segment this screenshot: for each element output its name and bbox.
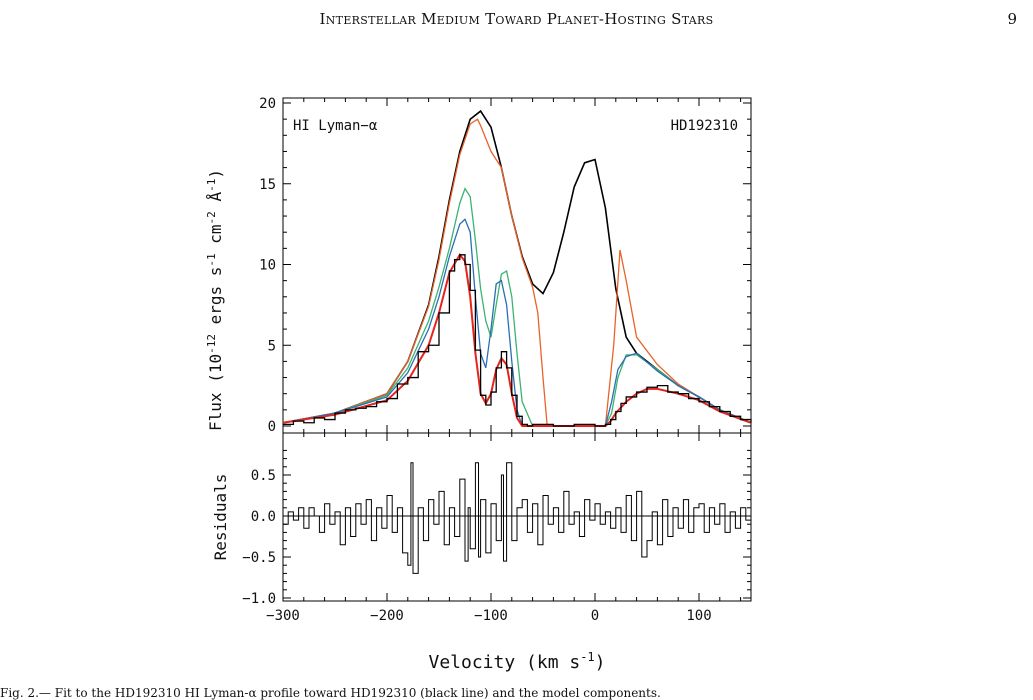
x-tick-label: −300 — [266, 608, 300, 624]
residual-y-tick-label: −1.0 — [242, 591, 276, 607]
top-axis-ticks: 0 5 10 15 20 −300 −200 −100 0 100 — [259, 96, 751, 624]
top-plot-series — [282, 109, 752, 427]
y-tick-label: 10 — [259, 258, 276, 274]
ism-component-blue-line — [282, 218, 752, 427]
observed-spectrum-line — [283, 254, 752, 427]
x-tick-label: 0 — [591, 608, 599, 624]
residual-y-tick-label: −0.5 — [242, 550, 276, 566]
bottom-axis-ticks: −1.0 −0.5 0.0 0.5 — [242, 449, 751, 607]
bottom-plot-series — [283, 462, 752, 574]
model-fit-red-line — [282, 253, 752, 427]
y-tick-label: 0 — [268, 419, 276, 435]
y-tick-label: 20 — [259, 96, 276, 112]
x-label-superscript: -1 — [580, 650, 594, 664]
x-label-text: ) — [595, 652, 606, 673]
running-head: Interstellar Medium Toward Planet-Hostin… — [0, 10, 1033, 36]
flux-label-text: ergs s — [206, 267, 225, 334]
residual-y-tick-label: 0.5 — [251, 468, 276, 484]
ism-component-orange-line — [282, 118, 752, 427]
page-number: 9 — [1007, 10, 1017, 28]
top-label-left: HI Lyman−α — [293, 118, 378, 134]
residuals-line — [283, 462, 752, 574]
ism-component-green-line — [282, 187, 752, 427]
y-axis-label-flux: Flux (10-12 ergs s-1 cm-2 Å-1) — [205, 169, 226, 431]
x-label-text: Velocity (km s — [428, 652, 580, 673]
x-tick-label: 100 — [686, 608, 711, 624]
flux-label-superscript: -1 — [205, 253, 218, 266]
running-title: Interstellar Medium Toward Planet-Hostin… — [319, 10, 714, 28]
flux-label-text: cm — [206, 224, 225, 253]
figure-caption: Fig. 2.— Fit to the HD192310 HI Lyman-α … — [0, 686, 661, 700]
y-tick-label: 15 — [259, 177, 276, 193]
flux-label-superscript: -12 — [205, 334, 218, 354]
flux-label-text: Flux (10 — [206, 354, 225, 431]
y-axis-label-residuals: Residuals — [211, 474, 230, 561]
x-tick-label: −100 — [474, 608, 508, 624]
residual-y-tick-label: 0.0 — [251, 509, 276, 525]
flux-label-superscript: -2 — [205, 211, 218, 224]
intrinsic-profile-line — [282, 109, 752, 424]
flux-label-superscript: -1 — [205, 179, 218, 192]
x-axis-label: Velocity (km s-1) — [428, 650, 605, 673]
top-plot-frame — [282, 97, 752, 434]
x-tick-label: −200 — [370, 608, 404, 624]
y-tick-label: 5 — [268, 338, 276, 354]
flux-label-text: ) — [206, 169, 225, 179]
top-label-right: HD192310 — [671, 118, 738, 134]
flux-label-text: Å — [206, 192, 225, 212]
